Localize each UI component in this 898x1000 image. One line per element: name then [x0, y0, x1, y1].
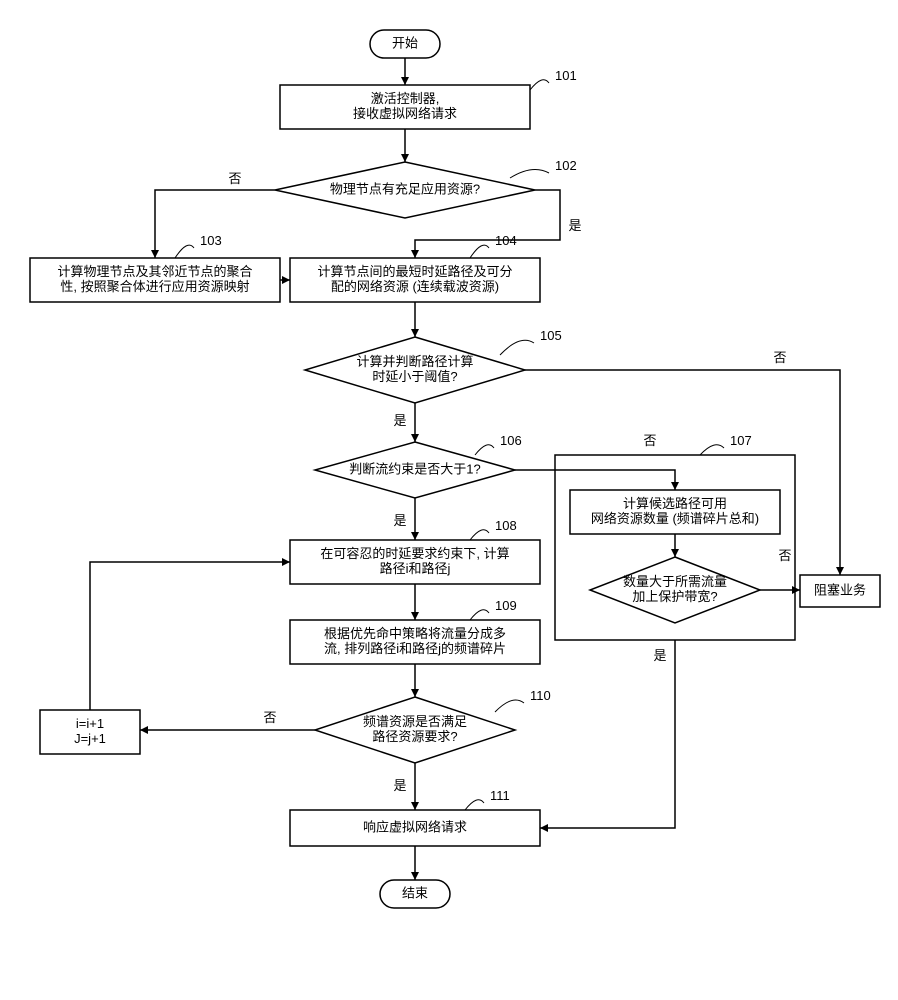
ref-108: 108 — [495, 518, 517, 533]
ref-line-104 — [470, 245, 489, 258]
n107box-text: 计算候选路径可用 — [623, 496, 727, 511]
ref-101: 101 — [555, 68, 577, 83]
ref-line-109 — [470, 610, 489, 620]
n104-text: 配的网络资源 (连续载波资源) — [331, 279, 499, 294]
label-105-no: 否 — [773, 350, 786, 365]
n101-text: 激活控制器, — [371, 91, 440, 106]
n109-text: 根据优先命中策略将流量分成多 — [324, 626, 506, 641]
ref-107: 107 — [730, 433, 752, 448]
end-text: 结束 — [402, 885, 428, 900]
ref-110: 110 — [530, 688, 551, 703]
inc-text: J=j+1 — [74, 731, 106, 746]
ref-104: 104 — [495, 233, 517, 248]
label-102-no: 否 — [228, 171, 241, 186]
n104-text: 计算节点间的最短时延路径及可分 — [317, 264, 512, 279]
ref-102: 102 — [555, 158, 577, 173]
label-106-no: 否 — [643, 433, 656, 448]
start-text: 开始 — [392, 35, 418, 50]
n105-text: 计算并判断路径计算 — [356, 354, 473, 369]
edge-106-107 — [515, 470, 675, 490]
n101-text: 接收虚拟网络请求 — [353, 106, 457, 121]
n109-text: 流, 排列路径i和路径j的频谱碎片 — [324, 641, 506, 656]
n110-text: 路径资源要求? — [372, 729, 457, 744]
ref-109: 109 — [495, 598, 517, 613]
ref-line-111 — [465, 800, 484, 810]
ref-line-105 — [500, 340, 534, 355]
label-107dec-yes: 是 — [653, 648, 666, 663]
n111-text: 响应虚拟网络请求 — [363, 819, 467, 834]
ref-line-102 — [510, 169, 549, 178]
n107box-text: 网络资源数量 (频谱碎片总和) — [591, 511, 759, 526]
n108-text: 路径i和路径j — [380, 561, 451, 576]
n103-text: 性, 按照聚合体进行应用资源映射 — [60, 279, 249, 294]
n106-text: 判断流约束是否大于1? — [349, 461, 480, 476]
n103-text: 计算物理节点及其邻近节点的聚合 — [57, 264, 252, 279]
ref-105: 105 — [540, 328, 562, 343]
label-110-no: 否 — [263, 710, 276, 725]
n107dec-text: 加上保护带宽? — [632, 589, 717, 604]
label-106-yes: 是 — [393, 513, 406, 528]
n110-text: 频谱资源是否满足 — [363, 714, 467, 729]
n102-text: 物理节点有充足应用资源? — [330, 181, 480, 196]
block-text: 阻塞业务 — [814, 582, 866, 597]
ref-103: 103 — [200, 233, 222, 248]
n108-text: 在可容忍的时延要求约束下, 计算 — [320, 546, 509, 561]
n107dec-text: 数量大于所需流量 — [623, 574, 727, 589]
ref-line-103 — [175, 245, 194, 258]
ref-111: 111 — [490, 788, 510, 803]
ref-line-107 — [700, 445, 724, 455]
ref-line-101 — [530, 80, 549, 90]
ref-line-108 — [470, 530, 489, 540]
ref-106: 106 — [500, 433, 522, 448]
inc-text: i=i+1 — [76, 716, 104, 731]
label-110-yes: 是 — [393, 778, 406, 793]
ref-line-110 — [495, 700, 524, 712]
label-107dec-no: 否 — [778, 548, 791, 563]
edge-inc-108 — [90, 562, 290, 710]
label-102-yes: 是 — [568, 218, 581, 233]
n105-text: 时延小于阈值? — [372, 369, 457, 384]
label-105-yes: 是 — [393, 413, 406, 428]
ref-line-106 — [475, 445, 494, 455]
edge-105-block — [525, 370, 840, 575]
edge-107dec-111 — [540, 640, 675, 828]
